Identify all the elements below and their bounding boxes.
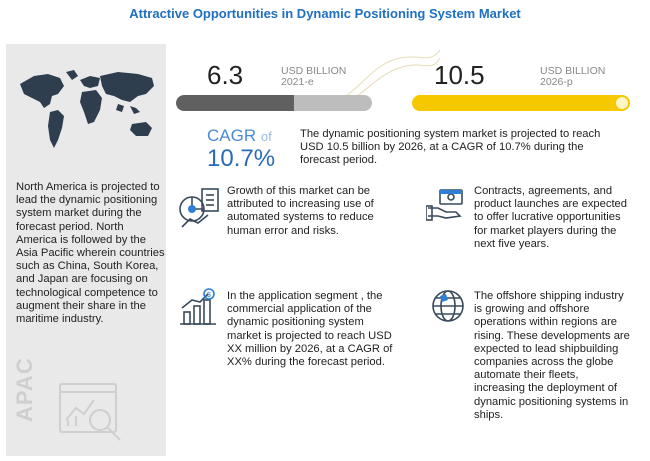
svg-text:$: $ — [207, 292, 211, 299]
insight-contracts-text: Contracts, agreements, and product launc… — [474, 185, 627, 250]
world-map-icon — [20, 70, 154, 148]
insight-offshore-text: The offshore shipping industry is growin… — [474, 290, 630, 421]
insight-application-text: In the application segment , the commerc… — [227, 290, 393, 369]
left-panel: North America is projected to lead the d… — [6, 44, 166, 456]
cagr-of: of — [260, 129, 272, 144]
page-title: Attractive Opportunities in Dynamic Posi… — [129, 6, 521, 21]
globe-icon — [432, 290, 464, 322]
market-start-bar — [176, 95, 372, 111]
growth-bar-chart-icon: $ — [180, 288, 216, 325]
market-start-value: 6.3 — [207, 60, 244, 90]
market-start-bar-fill — [176, 95, 294, 111]
cagr-label: CAGR of — [207, 126, 272, 145]
cagr-description: The dynamic positioning system market is… — [300, 128, 601, 167]
analytics-report-icon — [59, 383, 121, 441]
market-end-value: 10.5 — [434, 60, 485, 90]
north-america-summary: North America is projected to lead the d… — [16, 181, 165, 326]
region-label: APAC — [12, 357, 37, 422]
market-end-bar — [412, 95, 630, 111]
market-end-unit: USD BILLION — [540, 65, 606, 77]
market-end-year: 2026-p — [540, 76, 573, 88]
handshake-money-icon — [426, 189, 463, 221]
cagr-value: 10.7% — [207, 145, 276, 172]
automation-chart-icon — [179, 188, 219, 228]
market-start-unit: USD BILLION — [281, 65, 347, 77]
insight-automation-text: Growth of this market can be attributed … — [227, 185, 374, 237]
market-end-bar-knob — [616, 97, 628, 109]
market-start-year: 2021-e — [281, 76, 314, 88]
